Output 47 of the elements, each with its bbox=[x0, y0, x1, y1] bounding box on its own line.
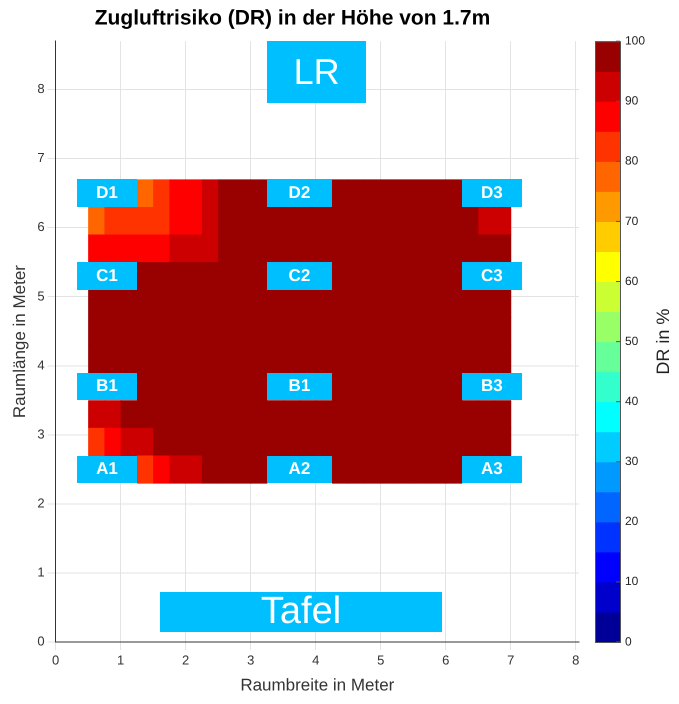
label-box: A3 bbox=[462, 456, 522, 484]
y-axis-title: Raumlänge in Meter bbox=[10, 264, 29, 418]
color-bar-label: 70 bbox=[625, 214, 639, 228]
label-box: LR bbox=[266, 41, 366, 104]
label-box: D2 bbox=[266, 179, 332, 207]
x-axis-title: Raumbreite in Meter bbox=[240, 675, 395, 694]
color-bar-label: 100 bbox=[625, 34, 646, 48]
label-box: D1 bbox=[77, 179, 137, 207]
color-bar-label: 0 bbox=[625, 634, 632, 648]
x-tick-label: 1 bbox=[117, 652, 124, 668]
color-bar-label: 20 bbox=[625, 514, 639, 528]
y-tick-label: 6 bbox=[37, 219, 45, 234]
color-bar-label: 90 bbox=[625, 94, 639, 108]
label-box: A1 bbox=[77, 456, 137, 484]
x-tick-label: 8 bbox=[572, 652, 580, 668]
label-box: D3 bbox=[462, 179, 522, 207]
y-tick-label: 3 bbox=[37, 426, 45, 442]
label-box: C1 bbox=[77, 262, 137, 290]
x-tick-label: 7 bbox=[507, 652, 514, 668]
x-tick-label: 0 bbox=[52, 652, 60, 668]
y-tick-label: 7 bbox=[37, 150, 45, 166]
x-tick-label: 4 bbox=[312, 652, 320, 668]
label-box: A2 bbox=[266, 456, 332, 484]
label-box: B1 bbox=[77, 372, 137, 400]
label-box: B3 bbox=[462, 372, 522, 400]
chart-title: Zugluftrisiko (DR) in der Höhe von 1.7m bbox=[94, 6, 490, 30]
y-tick-label: 8 bbox=[37, 81, 45, 96]
x-tick-label: 6 bbox=[442, 652, 450, 668]
y-tick-label: 5 bbox=[37, 288, 45, 304]
x-tick-label: 5 bbox=[377, 652, 384, 668]
y-tick-label: 4 bbox=[37, 357, 45, 372]
color-bar-label: 60 bbox=[625, 274, 639, 288]
label-box: Tafel bbox=[160, 592, 442, 632]
label-box: C2 bbox=[266, 262, 332, 290]
y-tick-label: 1 bbox=[37, 564, 45, 580]
color-bar-label: 10 bbox=[625, 574, 639, 588]
x-tick-label: 2 bbox=[182, 652, 190, 668]
y-tick-label: 2 bbox=[37, 495, 45, 510]
color-bar-label: 40 bbox=[625, 394, 639, 408]
color-bar-title: DR in % bbox=[652, 308, 673, 375]
color-bar-label: 30 bbox=[625, 454, 639, 468]
label-box: B1 bbox=[266, 372, 332, 400]
label-box: C3 bbox=[462, 262, 522, 290]
y-tick-label: 0 bbox=[37, 634, 45, 649]
x-tick-label: 3 bbox=[247, 652, 254, 668]
color-bar-label: 50 bbox=[625, 334, 639, 348]
color-bar-label: 80 bbox=[625, 154, 639, 168]
